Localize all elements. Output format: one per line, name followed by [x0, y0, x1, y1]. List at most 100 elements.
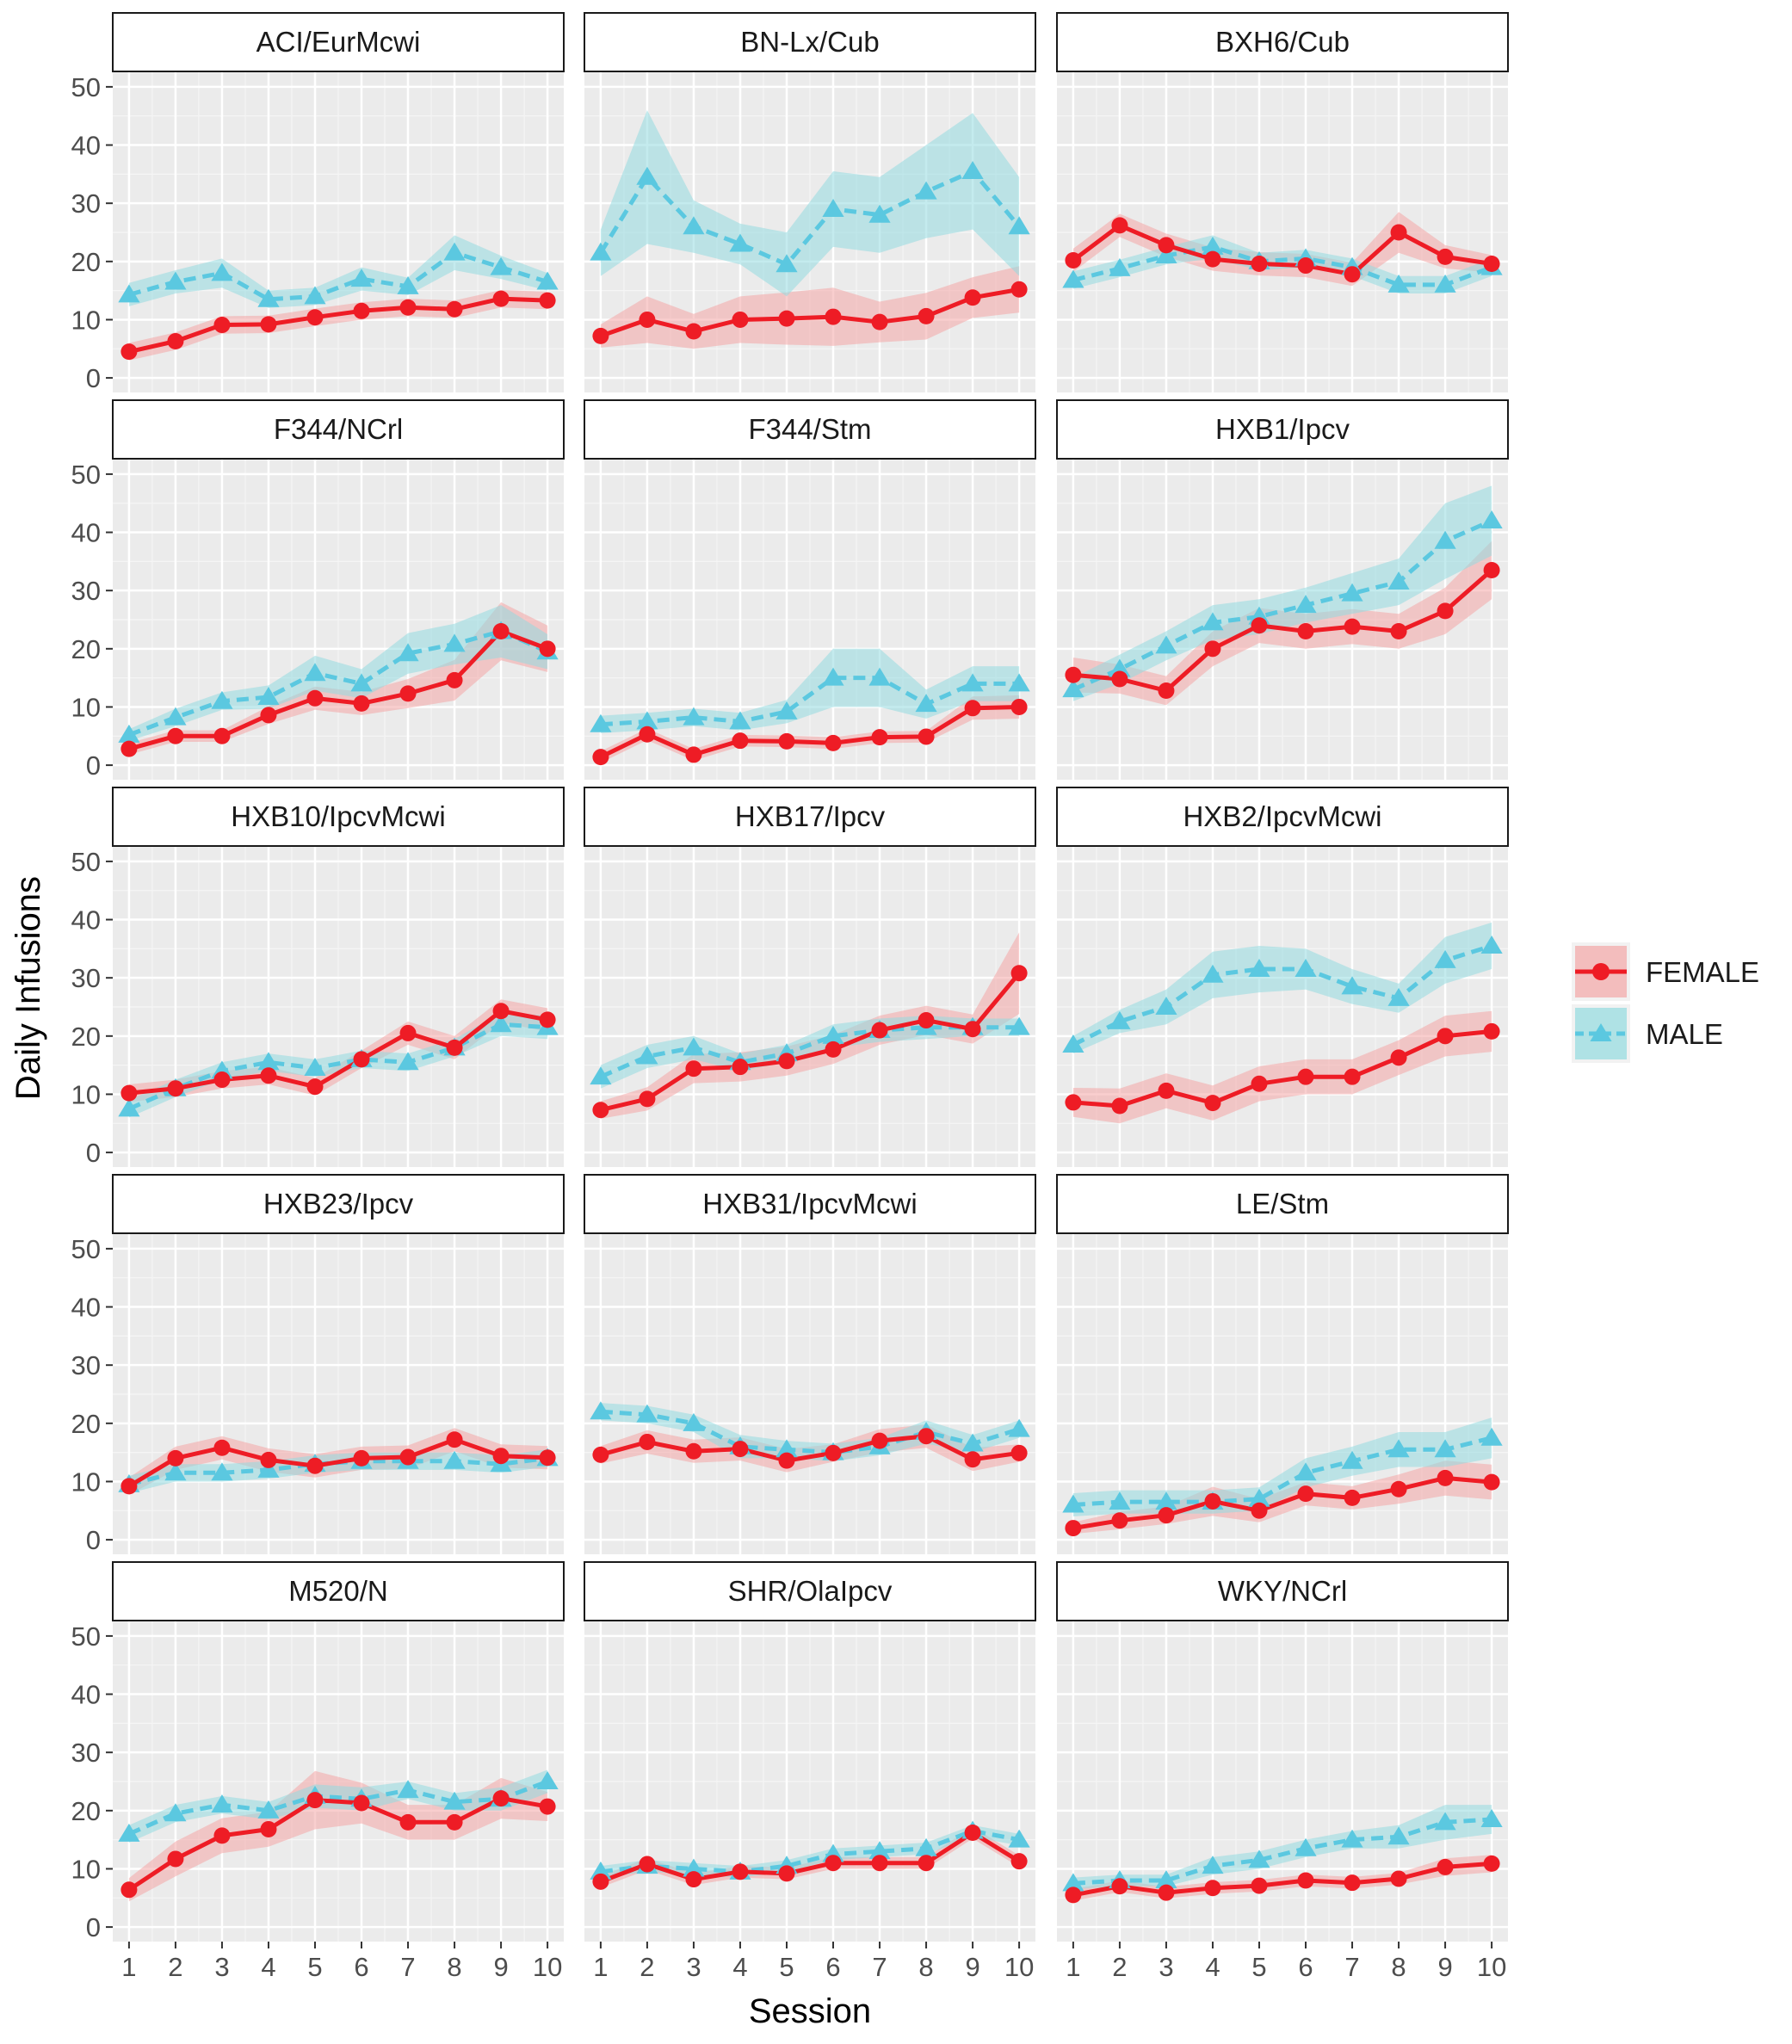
female-point	[1158, 682, 1175, 700]
male-point	[397, 643, 419, 662]
male-point	[776, 701, 798, 719]
female-point	[213, 1439, 231, 1456]
legend-key-marker	[1590, 1023, 1612, 1041]
y-tick-label: 0	[86, 1138, 101, 1168]
female-point	[1390, 623, 1407, 640]
male-point	[729, 711, 751, 730]
female-point	[446, 1431, 463, 1448]
y-tick-label: 50	[71, 847, 101, 877]
female-point	[260, 707, 277, 724]
male-point	[961, 160, 984, 179]
male-point	[164, 1803, 187, 1822]
female-point	[1010, 281, 1028, 298]
male-point	[590, 1401, 612, 1420]
male-point	[915, 1837, 937, 1856]
female-point	[446, 671, 463, 689]
female-point	[1483, 256, 1500, 273]
x-tick-label: 4	[732, 1952, 747, 1982]
male-ribbon	[600, 1825, 1020, 1878]
male-point	[536, 1771, 559, 1789]
female-point	[492, 290, 510, 307]
female-point	[539, 1449, 556, 1467]
male-point	[211, 262, 233, 281]
facet-strip	[1056, 12, 1509, 72]
y-tick-label: 0	[86, 1912, 101, 1942]
female-point	[1297, 1872, 1314, 1889]
x-tick-label: 10	[1477, 1952, 1506, 1982]
female-point	[1483, 1855, 1500, 1872]
female-point	[964, 1451, 981, 1468]
female-point	[1483, 1022, 1500, 1040]
female-point	[1065, 1887, 1082, 1904]
male-point	[257, 1800, 280, 1819]
male-point	[443, 242, 466, 261]
panel-bxh6-cub: BXH6/Cub	[1056, 12, 1509, 392]
male-point	[590, 242, 612, 261]
female-point	[1010, 1444, 1028, 1461]
female-point	[918, 728, 935, 745]
female-point	[685, 746, 702, 763]
male-point	[868, 667, 891, 686]
facet-strip	[1056, 1174, 1509, 1234]
male-point	[443, 1450, 466, 1469]
panel-hxb31-ipcvmcwi: HXB31/IpcvMcwi	[584, 1174, 1036, 1554]
x-tick-label: 7	[1344, 1952, 1359, 1982]
female-ribbon	[600, 932, 1020, 1119]
female-series-line	[127, 1796, 548, 1892]
x-tick-label: 1	[593, 1952, 608, 1982]
male-point	[443, 633, 466, 652]
male-point	[915, 694, 937, 713]
male-point	[636, 166, 658, 185]
male-ribbon	[1072, 922, 1492, 1054]
y-tick-label: 30	[71, 1350, 101, 1380]
female-point	[1010, 698, 1028, 715]
female-point	[1204, 250, 1221, 268]
female-point	[918, 1428, 935, 1445]
female-point	[592, 327, 609, 344]
female-point	[732, 1441, 749, 1458]
facet-strip	[112, 12, 565, 72]
facet-strip	[584, 1174, 1036, 1234]
facet-strip	[112, 1561, 565, 1621]
female-point	[1065, 251, 1082, 269]
y-tick-label: 40	[71, 131, 101, 161]
female-point	[871, 1432, 888, 1449]
male-point	[304, 286, 326, 305]
female-point	[1065, 1094, 1082, 1111]
male-point	[1341, 583, 1363, 602]
facet-strip	[584, 787, 1036, 847]
female-point	[1065, 1520, 1082, 1537]
male-point	[1295, 1837, 1317, 1856]
male-point	[1387, 1439, 1410, 1458]
y-tick-label: 10	[71, 1854, 101, 1884]
female-point	[353, 1794, 370, 1812]
female-point	[778, 1865, 795, 1882]
female-point	[167, 332, 184, 349]
y-tick-label: 20	[71, 1022, 101, 1052]
male-point	[636, 1404, 658, 1423]
female-point	[639, 1433, 656, 1450]
x-tick-label: 10	[533, 1952, 562, 1982]
y-tick-label: 30	[71, 1738, 101, 1768]
female-point	[1437, 602, 1454, 620]
male-point	[1480, 935, 1503, 954]
female-point	[964, 700, 981, 717]
male-point	[961, 1433, 984, 1452]
female-point	[260, 1067, 277, 1084]
male-series-line	[1072, 1436, 1492, 1507]
female-point	[1297, 1068, 1314, 1085]
x-tick-label: 3	[686, 1952, 701, 1982]
male-point	[1248, 1488, 1270, 1507]
male-point	[1248, 1849, 1270, 1868]
y-tick-label: 20	[71, 1409, 101, 1439]
panel-bn-lx-cub: BN-Lx/Cub	[584, 12, 1036, 392]
male-point	[1295, 959, 1317, 978]
male-point	[683, 1412, 705, 1431]
y-tick-label: 40	[71, 518, 101, 548]
x-tick-label: 5	[1251, 1952, 1266, 1982]
facet-strip-label: HXB17/Ipcv	[735, 800, 886, 832]
y-tick-label: 50	[71, 460, 101, 490]
female-point	[306, 689, 324, 707]
panel-m520-n: M520/N 0 10 20 30 40 50 1 2 3 4 5 6 7 8 9 10	[71, 1561, 565, 1982]
female-series-line	[600, 1434, 1020, 1463]
